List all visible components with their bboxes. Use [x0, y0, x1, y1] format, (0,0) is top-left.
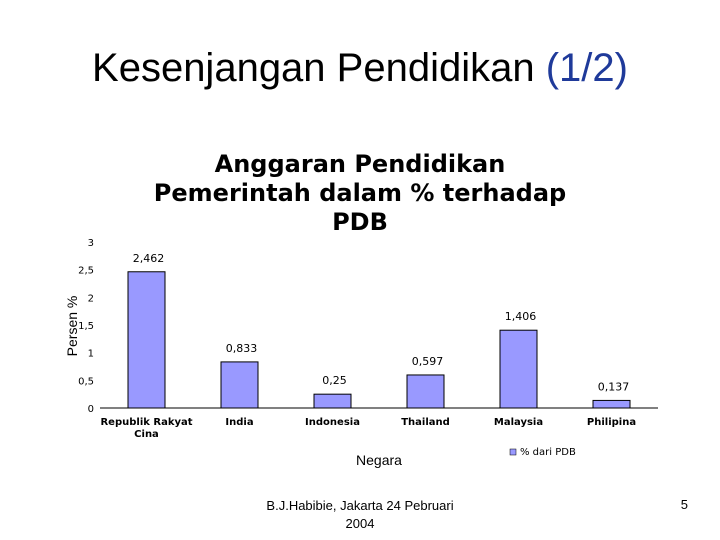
- bar: [499, 329, 538, 409]
- x-tick-label: Indonesia: [305, 417, 360, 428]
- footer-credit-line-2: 2004: [345, 516, 375, 531]
- data-label: 0,833: [226, 342, 258, 355]
- x-tick-label: India: [225, 417, 253, 428]
- footer-credit-line-1: B.J.Habibie, Jakarta 24 Pebruari: [266, 498, 454, 513]
- data-label: 0,597: [412, 355, 444, 368]
- chart-title-line-3: PDB: [332, 208, 388, 236]
- y-axis-title: Persen %: [64, 296, 80, 357]
- data-label: 2,462: [133, 252, 165, 265]
- bar: [220, 361, 259, 409]
- data-label: 0,25: [322, 374, 347, 387]
- chart-title-line-2: Pemerintah dalam % terhadap: [153, 179, 567, 207]
- data-label: 1,406: [505, 310, 537, 323]
- legend-label: % dari PDB: [520, 447, 576, 458]
- chart-title: Anggaran Pendidikan Pemerintah dalam % t…: [120, 150, 600, 237]
- y-tick-label: 1: [88, 349, 94, 360]
- bar: [313, 393, 352, 409]
- x-tick-label: Thailand: [401, 417, 450, 428]
- x-tick-label: Republik Rakyat: [100, 417, 192, 428]
- slide-title: Kesenjangan Pendidikan (1/2): [0, 46, 720, 91]
- y-tick-label: 0,5: [78, 376, 94, 387]
- data-label: 0,137: [598, 380, 630, 393]
- x-tick-label: Cina: [134, 429, 159, 440]
- legend-swatch: [509, 448, 517, 456]
- slide-title-text: Kesenjangan Pendidikan: [92, 46, 546, 90]
- bar: [127, 271, 166, 409]
- slide-title-accent: (1/2): [545, 46, 628, 90]
- footer-credit: B.J.Habibie, Jakarta 24 Pebruari 2004: [250, 497, 470, 533]
- y-tick-label: 3: [88, 238, 94, 249]
- x-tick-label: Philipina: [587, 417, 636, 428]
- y-tick-label: 2: [88, 293, 94, 304]
- bar-chart: 0 0,5 1 1,5 2 2,5 3 Persen % 2,462 Republik Rakya…: [64, 238, 658, 468]
- y-tick-label: 1,5: [78, 321, 94, 332]
- x-tick-label: Malaysia: [494, 417, 543, 428]
- chart-title-line-1: Anggaran Pendidikan: [214, 150, 506, 178]
- x-axis-title: Negara: [356, 452, 402, 468]
- bar: [406, 374, 445, 409]
- bar: [592, 399, 631, 409]
- y-tick-label: 2,5: [78, 266, 94, 277]
- page-number: 5: [680, 497, 688, 512]
- y-tick-label: 0: [88, 404, 94, 415]
